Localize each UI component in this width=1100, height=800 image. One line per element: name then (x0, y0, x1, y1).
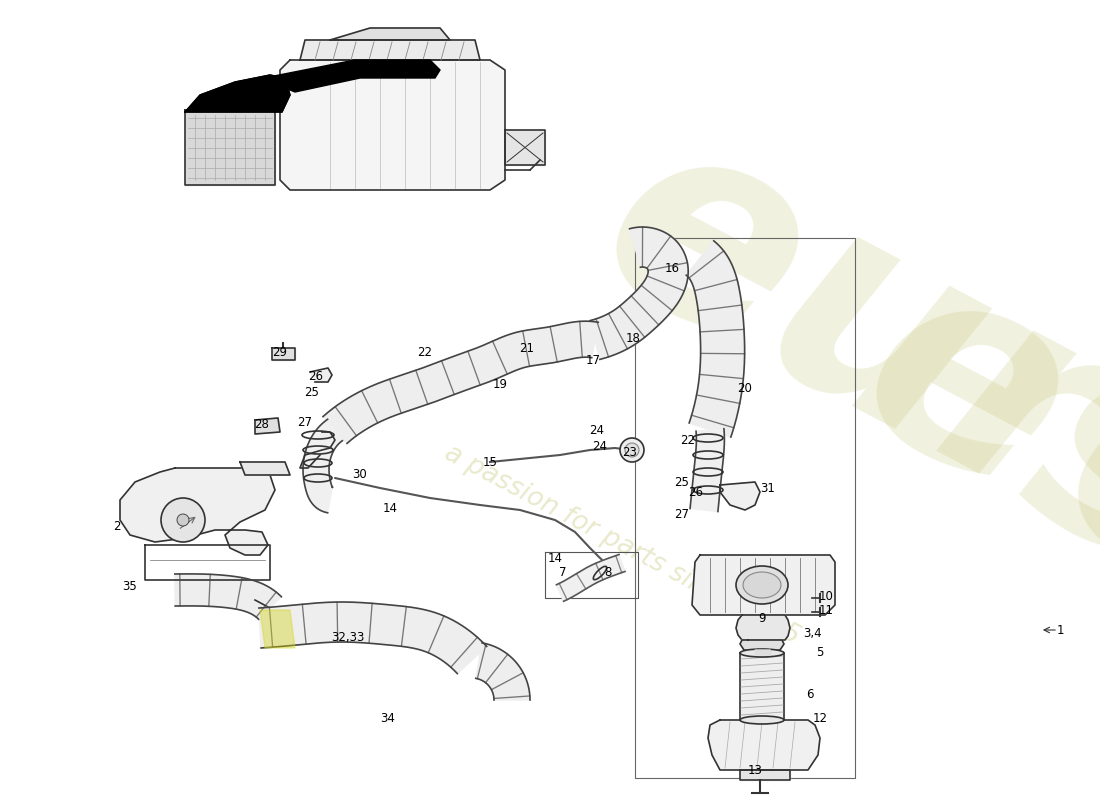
Text: 30: 30 (353, 469, 367, 482)
Polygon shape (323, 321, 598, 443)
Polygon shape (260, 610, 295, 648)
Text: 16: 16 (664, 262, 680, 274)
Text: 19: 19 (493, 378, 507, 391)
Polygon shape (280, 60, 505, 190)
Polygon shape (175, 574, 282, 619)
Ellipse shape (736, 566, 788, 604)
Text: 25: 25 (674, 477, 690, 490)
Polygon shape (692, 555, 835, 615)
Ellipse shape (740, 649, 784, 657)
Polygon shape (185, 110, 275, 185)
Text: 1: 1 (1056, 623, 1064, 637)
Polygon shape (274, 60, 440, 92)
Text: 5: 5 (816, 646, 824, 659)
Polygon shape (736, 615, 790, 640)
Text: 11: 11 (818, 605, 834, 618)
Ellipse shape (742, 572, 781, 598)
Text: 9: 9 (758, 611, 766, 625)
Text: 26: 26 (308, 370, 323, 383)
Polygon shape (476, 643, 530, 700)
Polygon shape (720, 482, 760, 510)
Polygon shape (258, 602, 486, 674)
Text: 14: 14 (383, 502, 397, 514)
Polygon shape (686, 241, 745, 437)
Text: 21: 21 (519, 342, 535, 354)
Text: 25: 25 (305, 386, 319, 398)
Text: 15: 15 (483, 455, 497, 469)
Polygon shape (272, 348, 295, 360)
Text: 31: 31 (760, 482, 775, 494)
Text: 22: 22 (681, 434, 695, 446)
Polygon shape (740, 640, 784, 652)
Text: 20: 20 (738, 382, 752, 394)
Circle shape (620, 438, 644, 462)
Text: 28: 28 (254, 418, 270, 431)
Text: 23: 23 (623, 446, 637, 459)
Text: 12: 12 (813, 711, 827, 725)
Text: euro: euro (560, 83, 1100, 657)
Polygon shape (330, 28, 450, 40)
Text: 27: 27 (674, 509, 690, 522)
Circle shape (177, 514, 189, 526)
Text: 8: 8 (604, 566, 612, 578)
Text: 18: 18 (626, 331, 640, 345)
Text: 13: 13 (748, 763, 762, 777)
Text: 6: 6 (806, 689, 814, 702)
Polygon shape (590, 227, 689, 359)
Circle shape (625, 443, 639, 457)
Text: 35: 35 (122, 581, 138, 594)
Text: es: es (820, 228, 1100, 632)
Text: 3,4: 3,4 (803, 626, 822, 639)
Text: 24: 24 (593, 441, 607, 454)
Polygon shape (505, 130, 544, 165)
Text: 14: 14 (548, 551, 562, 565)
Polygon shape (708, 720, 820, 770)
Polygon shape (740, 770, 790, 780)
Text: 24: 24 (590, 423, 605, 437)
Polygon shape (690, 429, 725, 511)
Polygon shape (755, 650, 771, 655)
Polygon shape (302, 419, 342, 513)
Text: 27: 27 (297, 415, 312, 429)
Text: 26: 26 (689, 486, 704, 498)
Ellipse shape (740, 716, 784, 724)
Text: a passion for parts since 1985: a passion for parts since 1985 (440, 440, 804, 650)
Polygon shape (300, 40, 480, 60)
Circle shape (161, 498, 205, 542)
Polygon shape (557, 554, 625, 602)
Polygon shape (310, 368, 332, 382)
Polygon shape (185, 75, 290, 112)
Text: 2: 2 (113, 521, 121, 534)
Polygon shape (120, 468, 275, 555)
Text: 10: 10 (818, 590, 834, 603)
Text: 17: 17 (585, 354, 601, 366)
Text: 34: 34 (381, 711, 395, 725)
Polygon shape (240, 462, 290, 475)
Text: 7: 7 (559, 566, 566, 578)
Polygon shape (740, 653, 784, 720)
Polygon shape (300, 432, 336, 468)
Text: 29: 29 (273, 346, 287, 358)
Polygon shape (255, 418, 280, 434)
Text: 32,33: 32,33 (331, 631, 365, 645)
Text: 22: 22 (418, 346, 432, 358)
